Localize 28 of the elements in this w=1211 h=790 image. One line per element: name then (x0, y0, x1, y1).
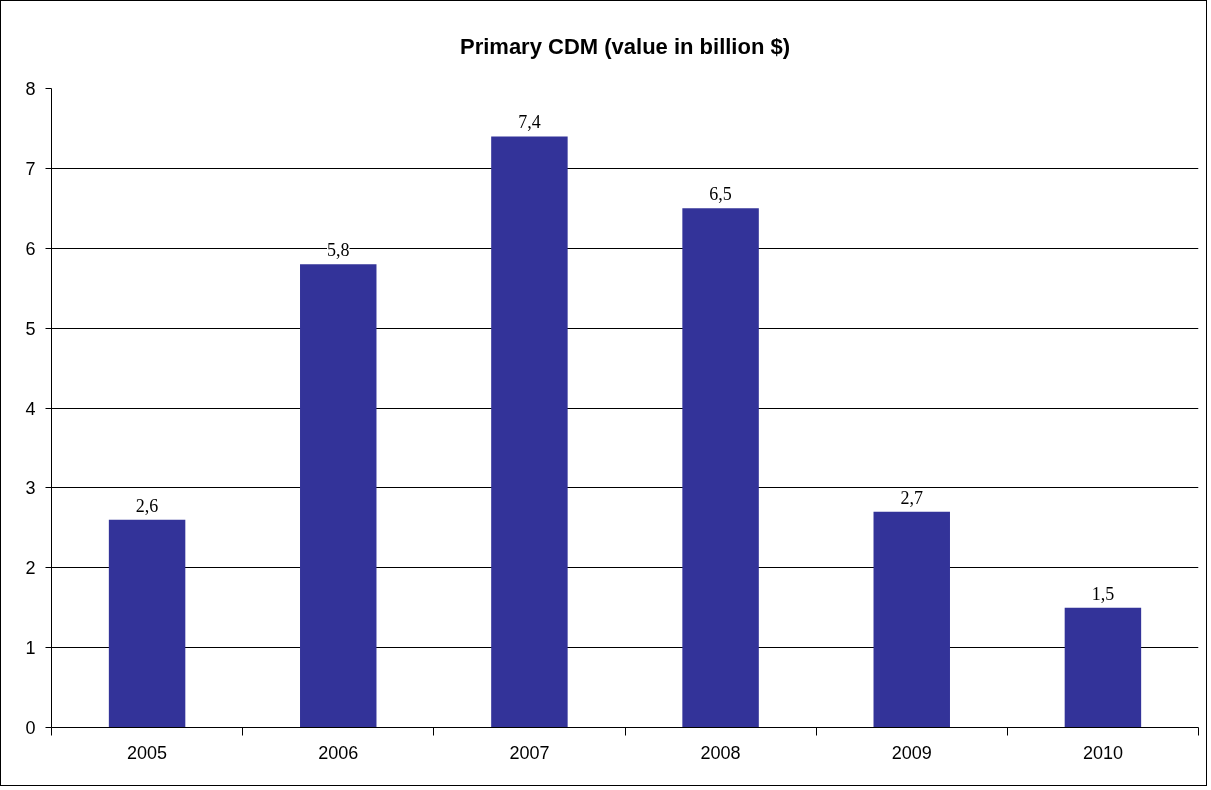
x-tick-label: 2010 (1082, 742, 1123, 763)
data-label: 2,6 (135, 495, 159, 516)
y-tick-label: 7 (25, 158, 36, 179)
bar (491, 136, 568, 728)
bar (873, 511, 950, 728)
y-tick-label: 3 (25, 478, 36, 499)
bar (108, 519, 186, 728)
data-label: 1,5 (1091, 583, 1115, 604)
x-tick-label: 2008 (700, 742, 741, 763)
bar (300, 264, 377, 728)
y-tick-label: 8 (25, 79, 36, 99)
y-tick-label: 0 (25, 718, 36, 738)
x-tick-label: 2009 (891, 742, 932, 763)
data-label: 7,4 (518, 112, 541, 133)
x-tick-label: 2005 (127, 742, 168, 763)
x-tick-label: 2006 (318, 742, 359, 763)
y-tick-label: 5 (25, 318, 36, 339)
chart-title: Primary CDM (value in billion $) (459, 33, 791, 59)
x-tick-label: 2007 (509, 742, 550, 763)
y-tick-label: 4 (25, 398, 36, 419)
data-label: 5,8 (327, 240, 350, 261)
y-tick-label: 2 (25, 558, 36, 579)
y-tick-label: 1 (25, 638, 36, 659)
data-label: 6,5 (709, 184, 732, 205)
data-label: 2,7 (900, 487, 923, 508)
bar (1064, 607, 1142, 728)
y-tick-label: 6 (25, 238, 36, 259)
bar (682, 208, 759, 728)
